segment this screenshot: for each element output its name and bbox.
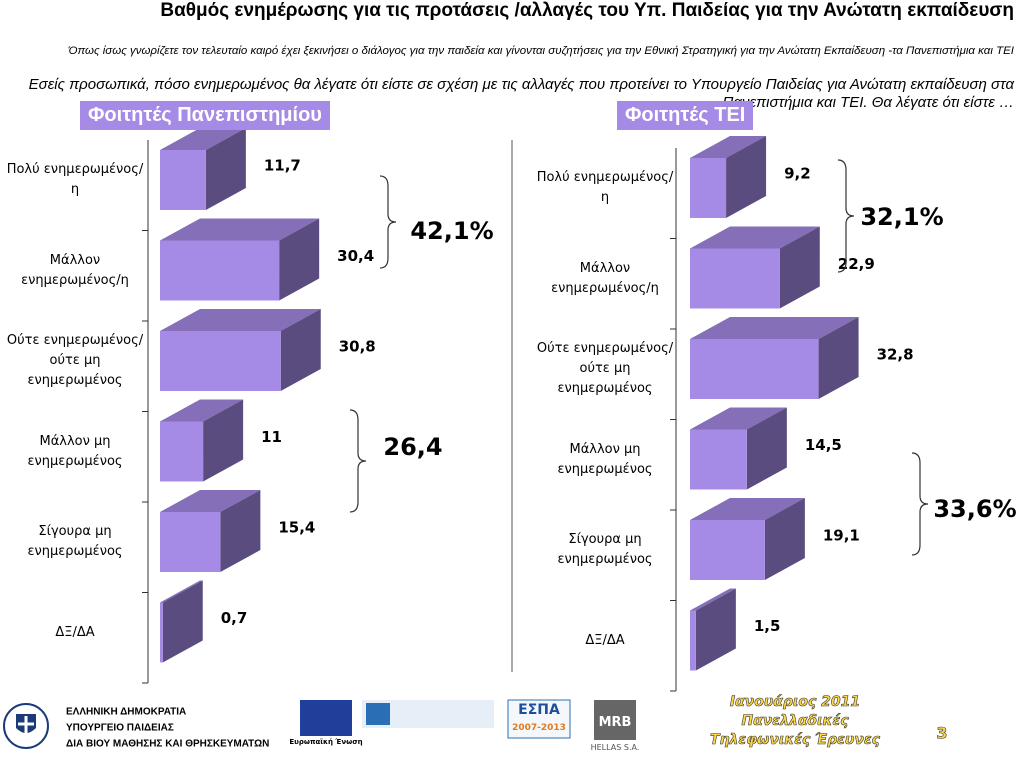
bar: [160, 150, 206, 210]
value-label: 0,7: [221, 609, 248, 627]
mrb-logo: [594, 700, 636, 740]
annotation: 26,4: [383, 433, 442, 461]
bar-side: [764, 498, 805, 580]
espa-logo: [507, 699, 571, 739]
bar-side: [280, 309, 321, 391]
bar-top: [160, 128, 246, 150]
value-label: 22,9: [838, 255, 875, 273]
bar-side: [779, 226, 820, 309]
mrb-label: MRB: [599, 715, 632, 730]
page-number: 3: [936, 724, 947, 743]
chart-title: Φοιτητές Πανεπιστημίου: [80, 101, 330, 130]
program-icon: [366, 703, 390, 725]
mrb-sub: HELLAS S.A.: [591, 743, 640, 752]
bar-top: [160, 580, 203, 603]
bar-top: [690, 407, 787, 430]
bar-top: [690, 226, 820, 249]
value-label: 30,4: [337, 247, 374, 265]
bar: [690, 520, 765, 580]
bar: [690, 248, 780, 309]
slide-title: Βαθμός ενημέρωσης για τις προτάσεις /αλλ…: [160, 0, 1014, 21]
bar: [160, 512, 221, 572]
bar-side: [205, 128, 246, 210]
category-label: Πολύ ενημερωμένος/η: [6, 162, 144, 197]
question: Εσείς προσωπικά, πόσο ενημερωμένος θα λέ…: [28, 76, 1014, 111]
annotation: 32,1%: [860, 203, 943, 231]
bar-side: [279, 218, 320, 301]
value-label: 30,8: [339, 338, 376, 356]
bar-side: [203, 399, 244, 482]
bar: [160, 331, 281, 391]
survey-line: Τηλεφωνικές Έρευνες: [710, 732, 881, 748]
bar-top: [690, 136, 767, 158]
value-label: 9,2: [784, 165, 811, 183]
value-label: 11,7: [264, 157, 301, 175]
bar: [690, 339, 819, 399]
annotation: 33,6%: [933, 495, 1016, 523]
bar-side: [162, 580, 203, 663]
bar-side: [746, 407, 787, 490]
emblem-cross: [18, 716, 34, 734]
ministry-line: ΕΛΛΗΝΙΚΗ ΔΗΜΟΚΡΑΤΙΑ: [66, 707, 186, 718]
value-label: 19,1: [823, 527, 860, 545]
category-label: Σίγουρα μη ενημερωμένος: [27, 524, 123, 559]
value-label: 1,5: [754, 617, 781, 635]
bar-side: [695, 588, 736, 671]
bar-top: [160, 218, 320, 241]
annotation: 42,1%: [410, 217, 493, 245]
category-label: ΔΞ/ΔΑ: [55, 624, 95, 640]
survey-line: Ιανουάριος 2011: [730, 694, 860, 710]
ministry-line: ΥΠΟΥΡΓΕΙΟ ΠΑΙΔΕΙΑΣ: [66, 723, 174, 734]
category-label: Μάλλον ενημερωμένος/η: [21, 252, 129, 288]
eu-label: Ευρωπαϊκή Ένωση: [289, 738, 362, 746]
bar-top: [160, 399, 244, 422]
value-label: 15,4: [278, 519, 315, 537]
bar-top: [690, 588, 736, 611]
bar-top: [690, 498, 805, 520]
value-label: 11: [261, 428, 282, 446]
bar-top: [160, 309, 321, 331]
category-label: Μάλλον μη ενημερωμένος: [27, 433, 123, 469]
category-label: Μάλλον μη ενημερωμένος: [557, 441, 653, 477]
bar-top: [160, 490, 261, 512]
bar-top: [690, 317, 859, 339]
espa-years: 2007-2013: [512, 723, 566, 733]
bracket: [837, 159, 855, 273]
bar-side: [726, 136, 767, 218]
subtitle: Όπως ίσως γνωρίζετε τον τελευταίο καιρό …: [68, 45, 1014, 57]
category-label: Μάλλον ενημερωμένος/η: [551, 260, 659, 296]
bracket: [911, 452, 929, 556]
category-label: Σίγουρα μη ενημερωμένος: [557, 532, 653, 567]
bar: [690, 610, 696, 671]
category-label: Πολύ ενημερωμένος/η: [536, 170, 674, 205]
value-label: 14,5: [805, 436, 842, 454]
category-label: ΔΞ/ΔΑ: [585, 632, 625, 648]
bracket: [379, 175, 397, 269]
bar-side: [818, 317, 859, 399]
bar: [160, 240, 280, 301]
bracket: [349, 409, 367, 513]
bar: [690, 158, 727, 218]
bar: [690, 429, 747, 490]
bar: [160, 602, 163, 663]
category-label: Ούτε ενημερωμένος/ ούτε μη ενημερωμένος: [536, 341, 674, 396]
survey-line: Πανελλαδικές: [741, 713, 849, 729]
bar: [160, 421, 204, 482]
ministry-line: ΔΙΑ ΒΙΟΥ ΜΑΘΗΣΗΣ ΚΑΙ ΘΡΗΣΚΕΥΜΑΤΩΝ: [66, 739, 269, 750]
eu-flag: [300, 700, 352, 736]
value-label: 32,8: [877, 346, 914, 364]
chart-title: Φοιτητές ΤΕΙ: [617, 101, 754, 130]
bar-side: [220, 490, 261, 572]
category-label: Ούτε ενημερωμένος/ ούτε μη ενημερωμένος: [6, 333, 144, 388]
espa-label: ΕΣΠΑ: [518, 702, 560, 718]
